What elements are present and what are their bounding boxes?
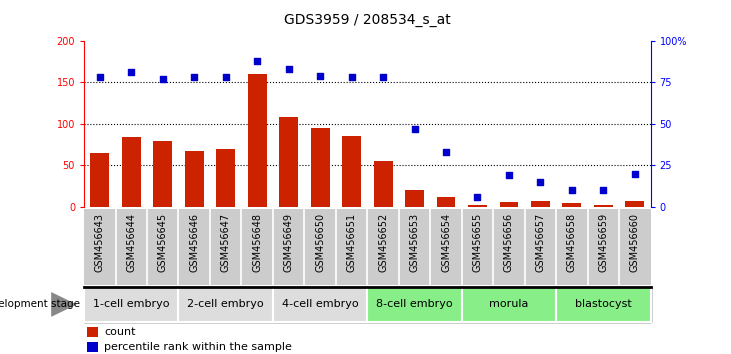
Text: GDS3959 / 208534_s_at: GDS3959 / 208534_s_at bbox=[284, 12, 451, 27]
Text: count: count bbox=[104, 327, 135, 337]
Bar bbox=[436, 197, 455, 207]
Text: 4-cell embryo: 4-cell embryo bbox=[282, 299, 358, 309]
Text: GSM456648: GSM456648 bbox=[252, 213, 262, 272]
Text: GSM456645: GSM456645 bbox=[158, 213, 167, 272]
Text: blastocyst: blastocyst bbox=[575, 299, 632, 309]
Bar bbox=[84, 287, 178, 322]
Text: GSM456655: GSM456655 bbox=[472, 213, 482, 272]
Point bbox=[157, 76, 169, 82]
Bar bbox=[122, 137, 140, 207]
Text: GSM456650: GSM456650 bbox=[315, 213, 325, 272]
Polygon shape bbox=[51, 292, 77, 317]
Text: GSM456659: GSM456659 bbox=[599, 213, 608, 272]
Text: GSM456653: GSM456653 bbox=[409, 213, 420, 272]
Text: 8-cell embryo: 8-cell embryo bbox=[376, 299, 452, 309]
Text: GSM456647: GSM456647 bbox=[221, 213, 231, 272]
Text: development stage: development stage bbox=[0, 299, 80, 309]
Bar bbox=[91, 153, 109, 207]
Bar bbox=[87, 342, 98, 353]
Bar bbox=[594, 205, 613, 207]
Bar bbox=[556, 287, 651, 322]
Text: GSM456654: GSM456654 bbox=[441, 213, 451, 272]
Bar bbox=[178, 287, 273, 322]
Bar bbox=[626, 201, 644, 207]
Point bbox=[377, 74, 389, 80]
Bar bbox=[499, 202, 518, 207]
Bar bbox=[279, 117, 298, 207]
Text: GSM456646: GSM456646 bbox=[189, 213, 200, 272]
Text: GSM456643: GSM456643 bbox=[95, 213, 105, 272]
Point bbox=[220, 74, 232, 80]
Point bbox=[409, 126, 420, 132]
Point bbox=[346, 74, 357, 80]
Bar bbox=[248, 74, 267, 207]
Bar bbox=[531, 201, 550, 207]
Bar bbox=[87, 327, 98, 337]
Point bbox=[566, 188, 577, 193]
Point bbox=[629, 171, 640, 177]
Point bbox=[283, 66, 295, 72]
Bar bbox=[216, 149, 235, 207]
Bar bbox=[368, 287, 462, 322]
Text: GSM456649: GSM456649 bbox=[284, 213, 294, 272]
Point bbox=[251, 58, 263, 63]
Text: GSM456651: GSM456651 bbox=[346, 213, 357, 272]
Point bbox=[440, 149, 452, 155]
Bar bbox=[273, 287, 368, 322]
Text: GSM456656: GSM456656 bbox=[504, 213, 514, 272]
Text: GSM456657: GSM456657 bbox=[535, 213, 545, 272]
Bar bbox=[342, 136, 361, 207]
Bar bbox=[374, 161, 393, 207]
Bar bbox=[185, 152, 204, 207]
Text: morula: morula bbox=[489, 299, 529, 309]
Point bbox=[94, 74, 106, 80]
Point bbox=[534, 179, 546, 185]
Bar bbox=[468, 205, 487, 207]
Bar bbox=[462, 287, 556, 322]
Point bbox=[126, 69, 137, 75]
Text: GSM456652: GSM456652 bbox=[378, 213, 388, 272]
Bar bbox=[154, 141, 173, 207]
Point bbox=[597, 188, 609, 193]
Text: percentile rank within the sample: percentile rank within the sample bbox=[104, 342, 292, 352]
Bar bbox=[311, 128, 330, 207]
Text: GSM456644: GSM456644 bbox=[126, 213, 136, 272]
Text: GSM456658: GSM456658 bbox=[567, 213, 577, 272]
Point bbox=[503, 173, 515, 178]
Point bbox=[471, 194, 483, 200]
Point bbox=[189, 74, 200, 80]
Text: 2-cell embryo: 2-cell embryo bbox=[187, 299, 264, 309]
Text: 1-cell embryo: 1-cell embryo bbox=[93, 299, 170, 309]
Bar bbox=[562, 203, 581, 207]
Point bbox=[314, 73, 326, 79]
Bar bbox=[405, 190, 424, 207]
Text: GSM456660: GSM456660 bbox=[630, 213, 640, 272]
